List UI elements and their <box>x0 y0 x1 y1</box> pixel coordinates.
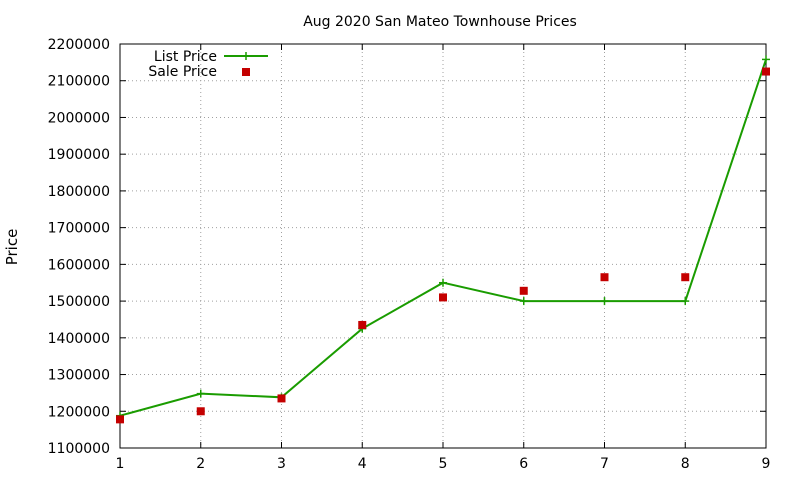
list-price-point <box>439 278 447 287</box>
list-price-point <box>681 297 690 306</box>
y-tick-label: 1600000 <box>48 257 110 273</box>
sale-price-point <box>439 293 447 302</box>
legend-label-sale-price: Sale Price <box>148 64 217 80</box>
y-tick-label: 2000000 <box>48 110 110 126</box>
y-tick-label: 1900000 <box>48 147 110 163</box>
y-tick-label: 2100000 <box>48 74 110 90</box>
y-axis-label: Price <box>3 229 21 266</box>
sale-price-point <box>196 407 205 416</box>
x-tick-label: 7 <box>600 456 609 472</box>
y-tick-label: 1700000 <box>48 221 110 237</box>
chart-title: Aug 2020 San Mateo Townhouse Prices <box>303 14 577 30</box>
y-tick-label: 1100000 <box>48 441 110 457</box>
x-tick-label: 3 <box>277 456 286 472</box>
legend-label-list-price: List Price <box>154 49 217 65</box>
sale-price-point <box>116 415 124 424</box>
x-tick-label: 8 <box>681 456 690 472</box>
legend-swatch-sale-marker <box>242 68 250 76</box>
x-tick-label: 1 <box>116 456 125 472</box>
y-tick-label: 1500000 <box>48 294 110 310</box>
sale-price-point <box>277 394 286 403</box>
x-tick-label: 4 <box>358 456 367 472</box>
y-tick-label: 2200000 <box>48 37 110 53</box>
sale-price-point <box>681 273 690 282</box>
x-tick-label: 9 <box>762 456 771 472</box>
list-price-point <box>762 55 770 64</box>
list-price-point <box>600 297 609 306</box>
x-tick-label: 2 <box>196 456 205 472</box>
grid-lines <box>120 44 766 448</box>
y-tick-label: 1800000 <box>48 184 110 200</box>
y-tick-label: 1400000 <box>48 331 110 347</box>
sale-price-point <box>519 286 528 295</box>
list-price-point <box>519 297 528 306</box>
sale-price-point <box>762 67 770 76</box>
x-tick-label: 6 <box>519 456 528 472</box>
x-tick-label: 5 <box>439 456 448 472</box>
data-series <box>116 55 770 424</box>
list-price-point <box>196 389 205 398</box>
y-tick-label: 1200000 <box>48 404 110 420</box>
sale-price-point <box>358 320 367 329</box>
axis-ticks: 1100000 1200000 1300000 1400000 1500000 16000… <box>48 37 771 472</box>
sale-price-point <box>600 273 609 282</box>
y-tick-label: 1300000 <box>48 368 110 384</box>
